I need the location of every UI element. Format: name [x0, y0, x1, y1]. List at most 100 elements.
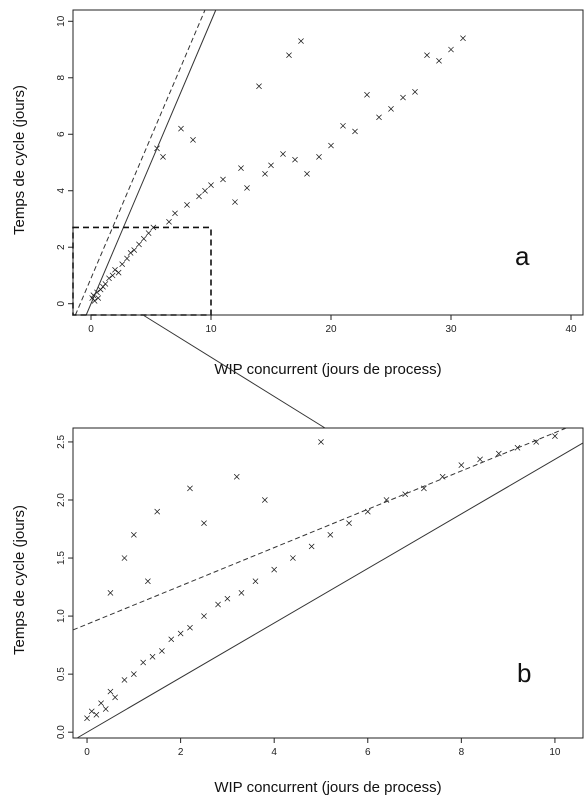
- data-point: [140, 659, 147, 666]
- data-point: [424, 52, 430, 59]
- panel-a-y-axis-label: Temps de cycle (jours): [11, 85, 28, 235]
- data-point: [316, 154, 322, 160]
- data-point: [178, 125, 184, 132]
- data-point: [106, 275, 112, 282]
- data-point: [119, 261, 126, 268]
- data-point: [224, 595, 231, 602]
- data-point: [166, 218, 172, 225]
- data-point: [136, 241, 142, 248]
- data-point: [88, 708, 95, 715]
- data-point: [184, 202, 190, 208]
- panel-a-plot-frame: [72, 9, 584, 316]
- data-point: [352, 128, 358, 135]
- data-point: [112, 266, 118, 273]
- panel-b-plot-frame: [72, 427, 584, 739]
- data-point: [130, 671, 137, 677]
- y-tick-label: 2.0: [56, 493, 67, 507]
- y-tick-label: 4: [56, 188, 67, 194]
- data-point: [177, 630, 184, 637]
- y-tick-label: 2.5: [56, 435, 67, 449]
- data-point: [318, 439, 324, 445]
- x-tick-label: 2: [178, 747, 184, 758]
- data-point: [458, 462, 465, 469]
- y-tick-label: 0: [56, 300, 67, 306]
- data-point: [327, 531, 334, 538]
- data-point: [346, 520, 352, 527]
- panel-b-x-ticks: 0 2 4 6 8 10: [84, 738, 561, 758]
- data-point: [159, 648, 165, 654]
- dashed-reference-line: [74, 9, 206, 316]
- data-point: [107, 590, 114, 596]
- y-tick-label: 0.0: [56, 725, 67, 739]
- data-point: [383, 497, 390, 503]
- data-point: [201, 520, 207, 527]
- data-point: [102, 706, 109, 712]
- data-point: [328, 142, 334, 149]
- panel-a-letter: a: [515, 241, 530, 271]
- data-point: [98, 700, 104, 707]
- data-point: [439, 473, 446, 480]
- data-point: [280, 151, 286, 157]
- panel-b-x-axis-label: WIP concurrent (jours de process): [214, 779, 441, 796]
- data-point: [121, 555, 128, 561]
- data-point: [261, 497, 268, 503]
- y-tick-label: 1.5: [56, 551, 67, 565]
- x-tick-label: 10: [549, 747, 561, 758]
- data-point: [196, 193, 202, 200]
- x-tick-label: 6: [365, 747, 371, 758]
- panel-b: 0 2 4 6 8 10 0.0 0.5 1.0 1.5 2.0 2.5 b WIP concurr…: [11, 427, 584, 796]
- data-point: [436, 57, 442, 64]
- solid-reference-line: [76, 442, 584, 739]
- data-point: [477, 456, 483, 463]
- data-point: [290, 555, 296, 561]
- dashed-reference-line: [72, 427, 567, 631]
- data-point: [115, 269, 122, 276]
- panel-b-letter: b: [517, 658, 531, 688]
- data-point: [271, 566, 278, 573]
- data-point: [448, 46, 454, 53]
- panel-a-x-ticks: 0 10 20 30 40: [88, 315, 577, 335]
- data-point: [238, 165, 244, 171]
- data-point: [160, 154, 166, 160]
- data-point: [140, 235, 147, 242]
- data-point: [84, 715, 90, 722]
- zoom-box: [72, 226, 212, 316]
- data-point: [202, 187, 208, 194]
- data-point: [131, 247, 138, 253]
- y-tick-label: 6: [56, 131, 67, 137]
- solid-reference-line: [85, 9, 217, 316]
- zoom-connector-line: [142, 314, 326, 429]
- data-point: [533, 439, 540, 445]
- data-point: [268, 162, 274, 169]
- panel-a: 0 10 20 30 40 0 2 4 6 8 10 a WIP concurrent (jour…: [11, 9, 584, 378]
- data-point: [340, 122, 346, 129]
- data-point: [286, 52, 292, 59]
- data-point: [256, 83, 262, 90]
- data-point: [262, 170, 268, 177]
- panel-a-points: [89, 35, 466, 304]
- data-point: [187, 624, 193, 631]
- data-point: [130, 531, 137, 538]
- panel-a-x-axis-label: WIP concurrent (jours de process): [214, 361, 441, 378]
- data-point: [412, 89, 418, 95]
- panel-b-y-axis-label: Temps de cycle (jours): [11, 505, 28, 655]
- data-point: [460, 35, 466, 42]
- y-tick-label: 10: [56, 15, 67, 27]
- data-point: [145, 578, 151, 585]
- x-tick-label: 30: [445, 324, 457, 335]
- y-tick-label: 1.0: [56, 609, 67, 623]
- data-point: [215, 601, 221, 608]
- data-point: [252, 578, 259, 585]
- data-point: [495, 450, 502, 457]
- data-point: [292, 156, 298, 163]
- data-point: [187, 485, 193, 492]
- x-tick-label: 10: [205, 324, 217, 335]
- data-point: [208, 182, 214, 188]
- x-tick-label: 40: [565, 324, 577, 335]
- data-point: [109, 272, 116, 279]
- data-point: [364, 91, 370, 98]
- data-point: [220, 176, 226, 183]
- data-point: [388, 105, 394, 112]
- y-tick-label: 0.5: [56, 667, 67, 681]
